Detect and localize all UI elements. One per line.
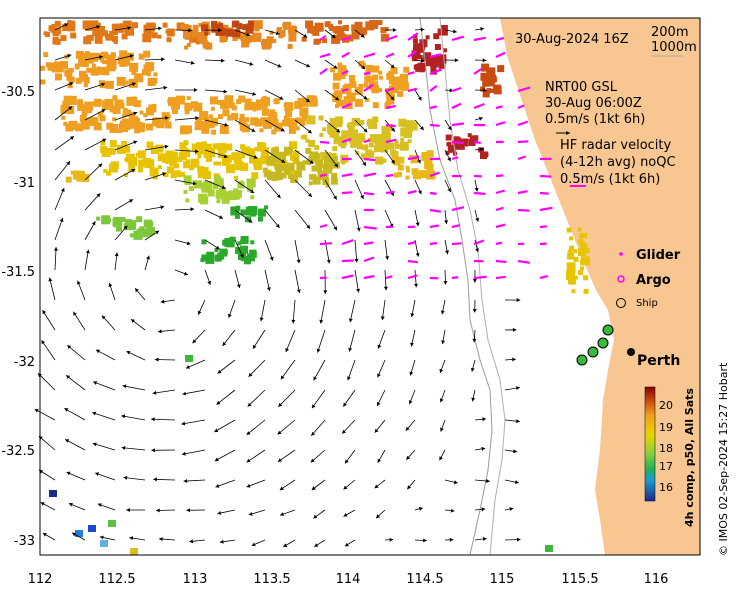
x-tick-112: 112 — [28, 572, 53, 587]
colorbar-title: 4h comp, p50, All Sats — [683, 388, 696, 527]
x-tick-113: 113 — [183, 572, 208, 587]
glider-track — [576, 324, 614, 366]
y-tick-31-5: -31.5 — [1, 265, 35, 280]
legend-ship: Ship — [636, 298, 658, 309]
perth-label: Perth — [637, 353, 680, 369]
colorbar-tick-19: 19 — [659, 421, 673, 434]
ship-legend-icon — [616, 298, 626, 308]
perth-marker — [627, 348, 635, 356]
y-tick-32-5: -32.5 — [1, 444, 35, 459]
isobath-200m — [419, 17, 493, 556]
hf-radar-arrows — [319, 32, 553, 280]
y-tick-31: -31 — [14, 176, 35, 191]
isobath-1000m — [439, 17, 506, 556]
contour-label-1000m: 1000m — [651, 40, 697, 55]
gsl-label-1: NRT00 GSL — [545, 80, 618, 95]
colorbar-tick-20: 20 — [659, 399, 673, 412]
x-tick-113-5: 113.5 — [253, 572, 290, 587]
x-tick-114: 114 — [336, 572, 361, 587]
legend-glider: Glider — [636, 248, 681, 263]
contour-label-200m: 200m — [651, 25, 688, 40]
gsl-label-3: 0.5m/s (1kt 6h) — [545, 112, 645, 127]
colorbar-tick-18: 18 — [659, 442, 673, 455]
y-tick-33: -33 — [14, 534, 35, 549]
x-tick-112-5: 112.5 — [98, 572, 135, 587]
hf-label-1: HF radar velocity — [560, 138, 672, 153]
x-tick-114-5: 114.5 — [406, 572, 443, 587]
x-axis: 112 112.5 113 113.5 114 114.5 115 115.5 … — [28, 572, 669, 587]
hf-label-3: 0.5m/s (1kt 6h) — [560, 172, 660, 187]
colorbar — [644, 386, 656, 502]
gsl-label-2: 30-Aug 06:00Z — [545, 96, 642, 111]
plot-frame — [39, 17, 701, 556]
date-label: 30-Aug-2024 16Z — [515, 32, 629, 47]
sst-patches — [40, 20, 590, 555]
legend-argo: Argo — [636, 273, 671, 288]
current-arrows — [34, 23, 521, 548]
x-tick-116: 116 — [644, 572, 669, 587]
colorbar-tick-16: 16 — [659, 481, 673, 494]
hf-label-2: (4-12h avg) noQC — [560, 155, 676, 170]
gsl-scale-arrowhead — [566, 131, 570, 135]
y-tick-30-5: -30.5 — [1, 85, 35, 100]
credit-text: © IMOS 02-Sep-2024 15:27 Hobart — [717, 362, 730, 556]
y-tick-32: -32 — [14, 355, 35, 370]
x-tick-115: 115 — [490, 572, 515, 587]
x-tick-115-5: 115.5 — [561, 572, 598, 587]
glider-legend-icon — [619, 252, 623, 256]
y-axis: -30.5 -31 -31.5 -32 -32.5 -33 — [1, 85, 35, 549]
colorbar-tick-17: 17 — [659, 460, 673, 473]
argo-legend-icon — [617, 275, 625, 283]
